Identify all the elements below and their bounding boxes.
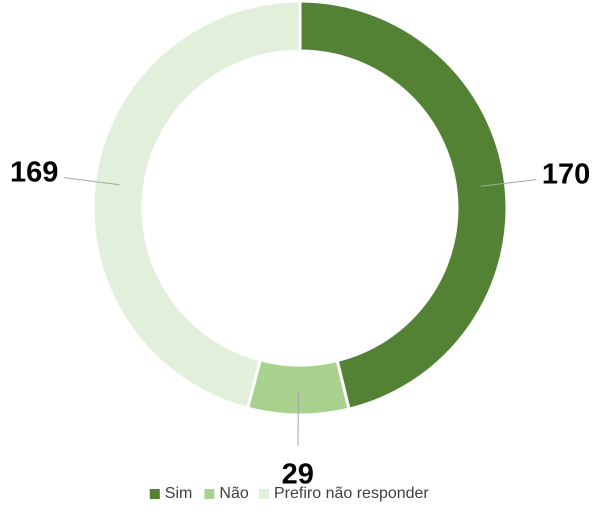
legend-swatch <box>150 489 160 499</box>
legend-label: Não <box>219 485 248 502</box>
legend-label: Prefiro não responder <box>274 485 429 502</box>
donut-slice <box>300 1 507 409</box>
legend-label: Sim <box>165 485 193 502</box>
legend-swatch <box>204 489 214 499</box>
data-label: 169 <box>10 156 58 188</box>
legend-swatch <box>259 489 269 499</box>
data-label: 170 <box>542 159 590 191</box>
donut-slice <box>93 1 300 408</box>
